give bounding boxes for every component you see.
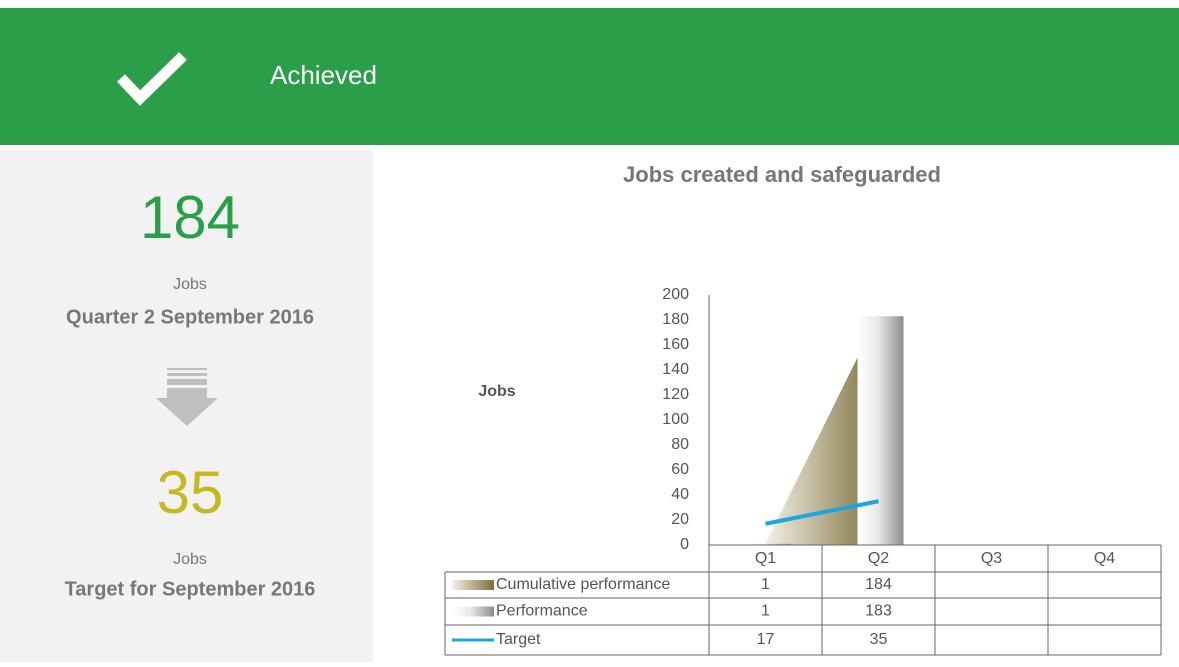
status: Achieved [270,60,377,90]
actual-period: Quarter 2 September 2016 [66,306,314,328]
table-value: 17 [757,631,775,648]
x-tick-label: Q3 [981,550,1002,567]
y-tick-label: 80 [671,436,689,453]
actual-unit: Jobs [173,276,207,293]
y-tick-label: 180 [662,311,689,328]
y-tick-label: 120 [662,386,689,403]
legend-label: Cumulative performance [496,576,670,593]
table-value: 1 [761,603,770,620]
legend-label: Target [496,631,541,648]
arrow-icon [156,368,218,426]
y-axis-label: Jobs [478,383,515,400]
y-tick-label: 140 [662,361,689,378]
chart: 0 20 40 60 80 100 120 140 160 180 200 Q1 Q2 Q3 Q4 Cumul… [444,286,1162,656]
table-value: 35 [870,631,888,648]
area [765,315,879,545]
target-period: Target for September 2016 [65,578,316,600]
bar [857,316,904,545]
bar [744,543,791,545]
chart-title: Jobs created and safeguarded [623,162,941,187]
table-value: 183 [865,603,892,620]
y-tick-label: 0 [680,536,689,553]
table-value: 1 [761,576,770,593]
y-tick-label: 160 [662,336,689,353]
y-tick-label: 40 [671,486,689,503]
legend-label: Performance [496,603,588,620]
x-tick-label: Q4 [1094,550,1115,567]
x-tick-label: Q1 [755,550,776,567]
y-tick-label: 60 [671,461,689,478]
table-value: 184 [865,576,892,593]
check-icon [117,52,187,106]
banner [0,8,1179,145]
y-tick-label: 20 [671,511,689,528]
actual-value: 184 [140,184,240,251]
legend-swatch [452,580,494,590]
y-tick-label: 100 [662,411,689,428]
line [765,499,879,526]
legend-swatch [452,606,494,617]
y-tick-label: 200 [662,286,689,303]
target-unit: Jobs [173,551,207,568]
target-value: 35 [157,459,224,526]
x-tick-label: Q2 [868,550,889,567]
